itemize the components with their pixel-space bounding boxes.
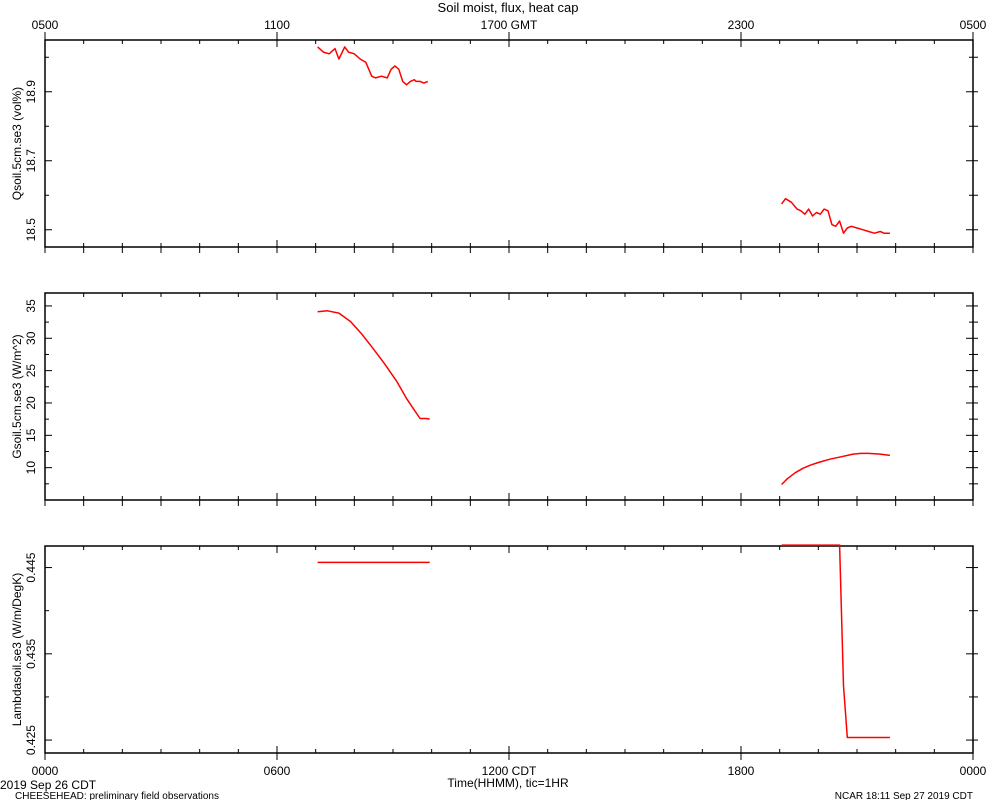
footer-stamp: NCAR 18:11 Sep 27 2019 CDT [835,791,973,800]
panel-soil-heat-flux: 10 15 20 25 30 35 Gsoil.5cm.se3 (W/m^2) [10,292,978,506]
y-axis-label: Lambdasoil.se3 (W/m/DegK) [10,573,24,726]
top-time-axis: 0500 1100 1700 GMT 2300 0500 [32,18,987,40]
y-tick-label: 18.5 [24,218,38,242]
y-tick-label: 0.445 [24,552,38,582]
bottom-axis-tick-label: 1800 [728,764,755,778]
plot-frame [44,292,974,501]
y-tick-label: 0.435 [24,638,38,668]
chart-title: Soil moist, flux, heat cap [438,0,579,15]
y-axis-label: Gsoil.5cm.se3 (W/m^2) [10,334,24,458]
footer-date: 2019 Sep 26 CDT [0,778,97,792]
series-line [317,46,429,86]
bottom-axis-tick-label: 1200 CDT [482,764,537,778]
bottom-axis-tick-label: 0000 [32,764,59,778]
y-tick-label: 20 [24,396,38,410]
y-axis-label: Qsoil.5cm.se3 (vol%) [10,87,24,200]
series-line [781,544,890,739]
top-axis-tick-label: 0500 [960,18,987,32]
y-tick-label: 18.9 [24,80,38,104]
top-axis-tick-label: 1100 [264,18,290,32]
top-axis-tick-label: 2300 [728,18,755,32]
y-tick-label: 18.7 [24,149,38,173]
bottom-axis-tick-label: 0000 [960,764,987,778]
y-tick-label: 15 [24,428,38,442]
bottom-axis-label: Time(HHMM), tic=1HR [447,776,569,790]
bottom-time-axis: 0000 0600 1200 CDT 1800 0000 [32,753,987,778]
bottom-axis-tick-label: 0600 [264,764,291,778]
plot-frame [44,39,974,248]
plot-frame [44,545,974,754]
series-line [780,197,890,234]
y-tick-label: 25 [24,364,38,378]
series-line [317,310,430,420]
series-line [781,452,890,486]
y-tick-label: 30 [24,331,38,345]
y-tick-label: 0.425 [24,725,38,755]
y-tick-label: 35 [24,299,38,313]
top-axis-tick-label: 0500 [32,18,59,32]
footer-project: CHEESEHEAD: preliminary field observatio… [15,791,219,800]
top-axis-tick-label: 1700 GMT [481,18,538,32]
y-tick-label: 10 [24,461,38,475]
